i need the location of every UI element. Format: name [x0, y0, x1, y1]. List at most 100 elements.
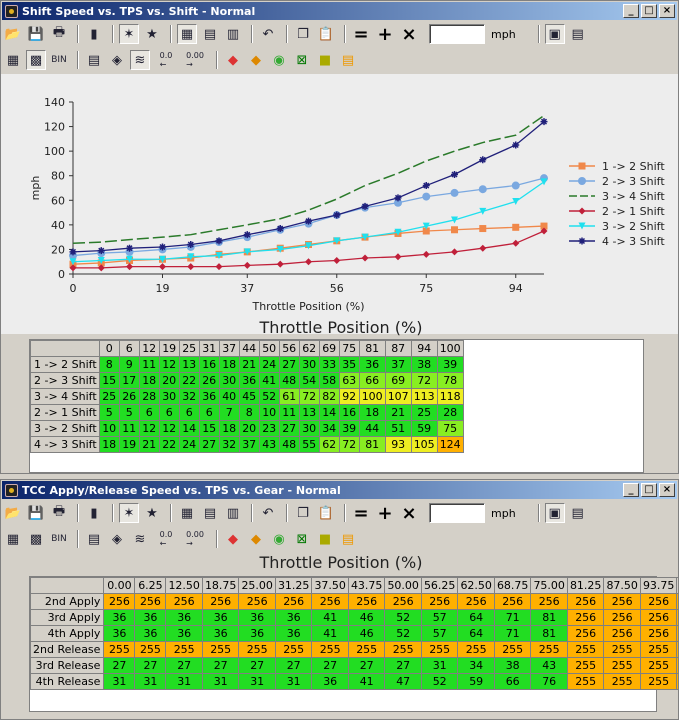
table-cell[interactable]: 18: [138, 372, 160, 389]
column-header[interactable]: 56.25: [420, 577, 459, 594]
table-cell[interactable]: 36: [238, 372, 260, 389]
table-cell[interactable]: 256: [165, 593, 203, 610]
table-cell[interactable]: 36: [134, 625, 167, 642]
row-header[interactable]: 4 -> 3 Shift: [30, 436, 100, 453]
table-cell[interactable]: 255: [201, 641, 240, 658]
view-graph-icon[interactable]: ▤: [571, 505, 584, 521]
table-cell[interactable]: 31: [201, 673, 240, 690]
view-table-icon[interactable]: ▣: [544, 24, 565, 44]
column-header[interactable]: 19: [158, 340, 180, 357]
minimize-button[interactable]: _: [623, 483, 639, 497]
column-header[interactable]: 50.00: [384, 577, 422, 594]
table-cell[interactable]: 72: [298, 388, 320, 405]
table-cell[interactable]: 43: [258, 436, 280, 453]
table-cell[interactable]: 62: [318, 436, 340, 453]
table-cell[interactable]: 58: [318, 372, 340, 389]
table-cell[interactable]: 12: [138, 420, 160, 437]
table-cell[interactable]: 12: [158, 356, 180, 373]
table-cell[interactable]: 52: [258, 388, 280, 405]
wizard-star-icon[interactable]: ✶: [119, 24, 139, 44]
table-cell[interactable]: 256: [103, 593, 136, 610]
table-cell[interactable]: 36: [103, 609, 136, 626]
table-cell[interactable]: 78: [436, 372, 464, 389]
table-cell[interactable]: 24: [178, 436, 200, 453]
table-cell[interactable]: 34: [457, 657, 495, 674]
table-cell[interactable]: 255: [311, 641, 349, 658]
view-table-icon[interactable]: ▣: [544, 503, 565, 523]
shade-icon[interactable]: ◉: [273, 531, 285, 547]
row-header[interactable]: 3 -> 4 Shift: [30, 388, 100, 405]
column-header[interactable]: 81: [358, 340, 386, 357]
table-cell[interactable]: 8: [98, 356, 120, 373]
table-cell[interactable]: 52: [420, 673, 459, 690]
table-cell[interactable]: 255: [639, 657, 678, 674]
table-cell[interactable]: 31: [238, 673, 276, 690]
table-cell[interactable]: 57: [420, 609, 459, 626]
table-cell[interactable]: 66: [493, 673, 532, 690]
table-cell[interactable]: 36: [358, 356, 386, 373]
table-cell[interactable]: 27: [134, 657, 167, 674]
table-cell[interactable]: 255: [457, 641, 495, 658]
decimal-0-icon[interactable]: 0.0 ←: [159, 530, 173, 548]
decimal-0-icon[interactable]: 0.0 ←: [159, 51, 173, 69]
column-header[interactable]: 81.25: [566, 577, 605, 594]
table-cell[interactable]: 35: [338, 356, 360, 373]
heatmap-icon[interactable]: ◆: [228, 52, 238, 68]
bin-icon[interactable]: BIN: [51, 534, 67, 544]
table-cell[interactable]: 255: [676, 673, 678, 690]
clipboard-icon[interactable]: ▮: [90, 26, 98, 42]
table-cell[interactable]: 256: [274, 593, 313, 610]
grid-c-icon[interactable]: ▥: [226, 26, 240, 42]
decimal-00-icon[interactable]: 0.00 →: [186, 51, 204, 69]
table-cell[interactable]: 256: [420, 593, 459, 610]
plus-button[interactable]: +: [377, 502, 393, 524]
grid-b-icon[interactable]: ▤: [203, 26, 217, 42]
table-cell[interactable]: 36: [274, 625, 313, 642]
column-header[interactable]: 94: [410, 340, 438, 357]
column-header[interactable]: 68.75: [493, 577, 532, 594]
table-cell[interactable]: 36: [311, 673, 349, 690]
table-cell[interactable]: 41: [311, 625, 349, 642]
table-cell[interactable]: 27: [347, 657, 386, 674]
table-view-icon[interactable]: ▦: [6, 531, 20, 547]
table-cell[interactable]: 52: [384, 609, 422, 626]
table-cell[interactable]: 20: [238, 420, 260, 437]
table-cell[interactable]: 30: [158, 388, 180, 405]
table-cell[interactable]: 46: [347, 625, 386, 642]
save-icon[interactable]: 💾: [27, 26, 45, 42]
table-cell[interactable]: 255: [566, 641, 605, 658]
table-cell[interactable]: 33: [318, 356, 340, 373]
table-cell[interactable]: 21: [384, 404, 412, 421]
table-cell[interactable]: 23: [258, 420, 280, 437]
table-cell[interactable]: 40: [218, 388, 240, 405]
bin-icon[interactable]: BIN: [51, 55, 67, 65]
column-header[interactable]: 62: [298, 340, 320, 357]
table-cell[interactable]: 107: [384, 388, 412, 405]
star-icon[interactable]: ★: [146, 505, 158, 521]
row-header[interactable]: 2 -> 3 Shift: [30, 372, 100, 389]
multiply-button[interactable]: ×: [401, 502, 417, 524]
column-header[interactable]: 12: [138, 340, 160, 357]
table-cell[interactable]: 27: [103, 657, 136, 674]
table-cell[interactable]: 31: [134, 673, 167, 690]
table-cell[interactable]: 69: [384, 372, 412, 389]
table-cell[interactable]: 38: [410, 356, 438, 373]
table-cell[interactable]: 71: [493, 625, 532, 642]
grid-a-icon[interactable]: ▦: [180, 505, 194, 521]
table-cell[interactable]: 36: [238, 609, 276, 626]
table-cell[interactable]: 63: [338, 372, 360, 389]
grid-b-icon[interactable]: ▤: [203, 505, 217, 521]
maximize-button[interactable]: □: [641, 4, 657, 18]
table-cell[interactable]: 47: [384, 673, 422, 690]
minimize-button[interactable]: _: [623, 4, 639, 18]
table-cell[interactable]: 36: [274, 609, 313, 626]
table-cell[interactable]: 36: [103, 625, 136, 642]
table-cell[interactable]: 21: [138, 436, 160, 453]
table-cell[interactable]: 28: [138, 388, 160, 405]
table-cell[interactable]: 27: [274, 657, 313, 674]
table-cell[interactable]: 30: [298, 420, 320, 437]
table-cell[interactable]: 7: [218, 404, 240, 421]
table-cell[interactable]: 41: [347, 673, 386, 690]
table2-icon[interactable]: ▤: [87, 531, 101, 547]
row-header[interactable]: 4th Apply: [29, 625, 105, 642]
